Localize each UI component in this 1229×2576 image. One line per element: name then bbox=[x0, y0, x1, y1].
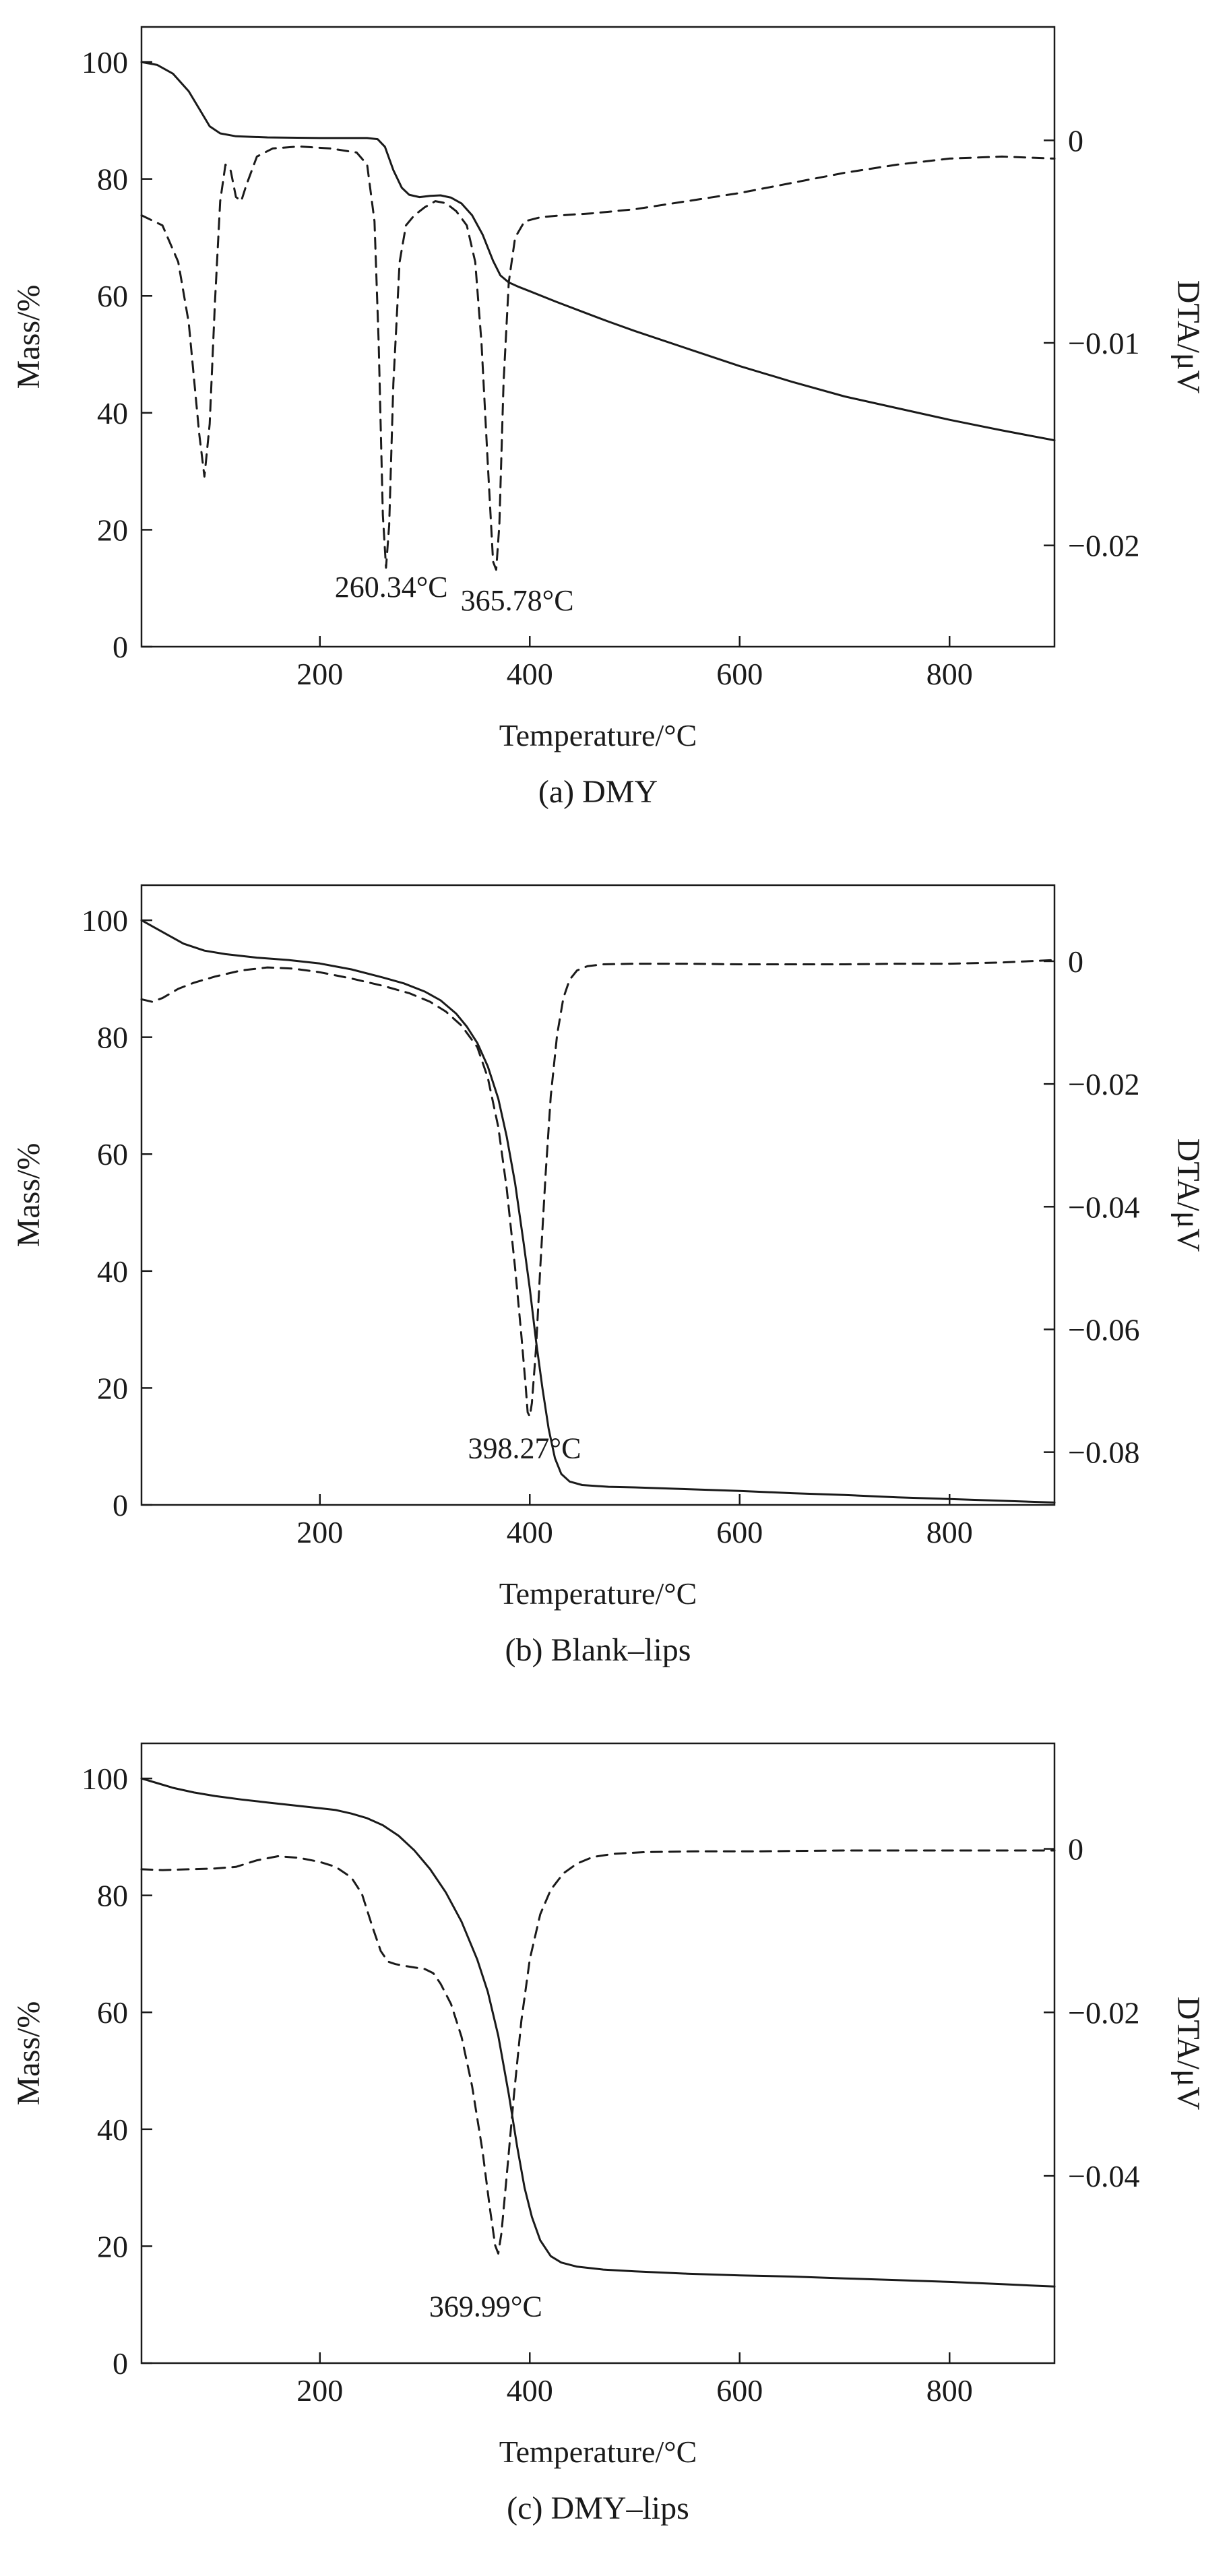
x-tick-label: 400 bbox=[507, 2373, 553, 2408]
dta-curve bbox=[140, 1849, 1056, 2255]
y-right-tick-label: −0.01 bbox=[1068, 326, 1139, 360]
y-left-tick-label: 40 bbox=[97, 2113, 128, 2147]
panel-caption-b: (b) Blank–lips bbox=[505, 1632, 691, 1668]
plot-frame bbox=[140, 26, 1056, 648]
x-tick-label: 400 bbox=[507, 657, 553, 691]
panel-a: 200 400 600 800 0 20 40 60 80 100 0 −0.01 −0.02 260.3… bbox=[0, 0, 1229, 858]
y-left-tick-label: 80 bbox=[97, 162, 128, 197]
y-left-tick-label: 20 bbox=[97, 2229, 128, 2263]
dta-curve bbox=[140, 145, 1056, 571]
y-left-tick-label: 0 bbox=[113, 1488, 128, 1522]
y-right-tick-label: −0.02 bbox=[1068, 529, 1139, 563]
tg-curve bbox=[140, 61, 1056, 442]
plot-frame bbox=[140, 1742, 1056, 2364]
y-left-tick-label: 0 bbox=[113, 2346, 128, 2381]
y-right-axis-title: DTA/μV bbox=[1170, 1997, 1206, 2111]
y-left-tick-label: 100 bbox=[82, 1762, 128, 1796]
y-right-axis-title: DTA/μV bbox=[1170, 280, 1206, 394]
y-right-tick-label: −0.08 bbox=[1068, 1436, 1139, 1470]
x-tick-label: 600 bbox=[716, 657, 763, 691]
panel-c: 200 400 600 800 0 20 40 60 80 100 0 −0.02 −0.04 369.9… bbox=[0, 1716, 1229, 2575]
y-left-tick-label: 0 bbox=[113, 630, 128, 664]
y-left-tick-label: 100 bbox=[82, 903, 128, 938]
y-right-tick-label: 0 bbox=[1068, 123, 1083, 158]
y-left-tick-label: 60 bbox=[97, 1995, 128, 2030]
chart-a-dmy: 200 400 600 800 0 20 40 60 80 100 0 −0.01 −0.02 260.3… bbox=[11, 26, 1206, 691]
y-left-axis-title: Mass/% bbox=[11, 285, 46, 389]
x-tick-label: 200 bbox=[296, 2373, 343, 2408]
y-right-tick-label: −0.02 bbox=[1068, 1067, 1139, 1101]
y-right-axis-title: DTA/μV bbox=[1170, 1138, 1206, 1252]
tg-curve bbox=[140, 919, 1056, 1504]
y-left-tick-label: 20 bbox=[97, 1371, 128, 1405]
y-right-tick-label: −0.04 bbox=[1068, 2159, 1139, 2193]
chart-b-blank-lips: 200 400 600 800 0 20 40 60 80 100 0 −0.02 −0.04 −0.06… bbox=[11, 884, 1206, 1549]
y-left-tick-label: 60 bbox=[97, 279, 128, 313]
y-left-axis-title: Mass/% bbox=[11, 1143, 46, 1248]
x-axis-title-b: Temperature/°C bbox=[499, 1576, 697, 1611]
y-left-tick-label: 40 bbox=[97, 396, 128, 430]
tg-curve bbox=[140, 1777, 1056, 2288]
peak-temperature-annotation: 260.34°C bbox=[335, 571, 448, 604]
peak-temperature-annotation: 365.78°C bbox=[461, 584, 574, 617]
x-axis-title-a: Temperature/°C bbox=[499, 718, 697, 752]
x-tick-label: 600 bbox=[716, 1515, 763, 1549]
x-tick-label: 400 bbox=[507, 1515, 553, 1549]
x-tick-label: 800 bbox=[926, 2373, 973, 2408]
x-tick-label: 200 bbox=[296, 657, 343, 691]
x-tick-label: 800 bbox=[926, 657, 973, 691]
y-right-tick-label: 0 bbox=[1068, 1832, 1083, 1867]
panel-caption-a: (a) DMY bbox=[538, 774, 658, 810]
y-left-axis-title: Mass/% bbox=[11, 2001, 46, 2106]
y-right-tick-label: −0.04 bbox=[1068, 1190, 1139, 1224]
y-left-tick-label: 80 bbox=[97, 1879, 128, 1913]
peak-temperature-annotation: 369.99°C bbox=[429, 2290, 542, 2323]
y-right-tick-label: −0.06 bbox=[1068, 1312, 1139, 1347]
x-axis-title-c: Temperature/°C bbox=[499, 2435, 697, 2469]
y-left-tick-label: 80 bbox=[97, 1021, 128, 1055]
chart-c-dmy-lips: 200 400 600 800 0 20 40 60 80 100 0 −0.02 −0.04 369.9… bbox=[11, 1742, 1206, 2408]
peak-temperature-annotation: 398.27°C bbox=[468, 1432, 581, 1465]
dta-curve bbox=[140, 959, 1056, 1418]
y-left-tick-label: 40 bbox=[97, 1254, 128, 1289]
panel-b: 200 400 600 800 0 20 40 60 80 100 0 −0.02 −0.04 −0.06… bbox=[0, 858, 1229, 1716]
y-right-tick-label: −0.02 bbox=[1068, 1995, 1139, 2030]
x-tick-label: 600 bbox=[716, 2373, 763, 2408]
plot-frame bbox=[140, 884, 1056, 1506]
y-left-tick-label: 60 bbox=[97, 1137, 128, 1171]
panel-caption-c: (c) DMY–lips bbox=[507, 2490, 689, 2526]
y-right-tick-label: 0 bbox=[1068, 944, 1083, 979]
x-tick-label: 200 bbox=[296, 1515, 343, 1549]
y-left-tick-label: 20 bbox=[97, 513, 128, 547]
y-left-tick-label: 100 bbox=[82, 45, 128, 79]
x-tick-label: 800 bbox=[926, 1515, 973, 1549]
